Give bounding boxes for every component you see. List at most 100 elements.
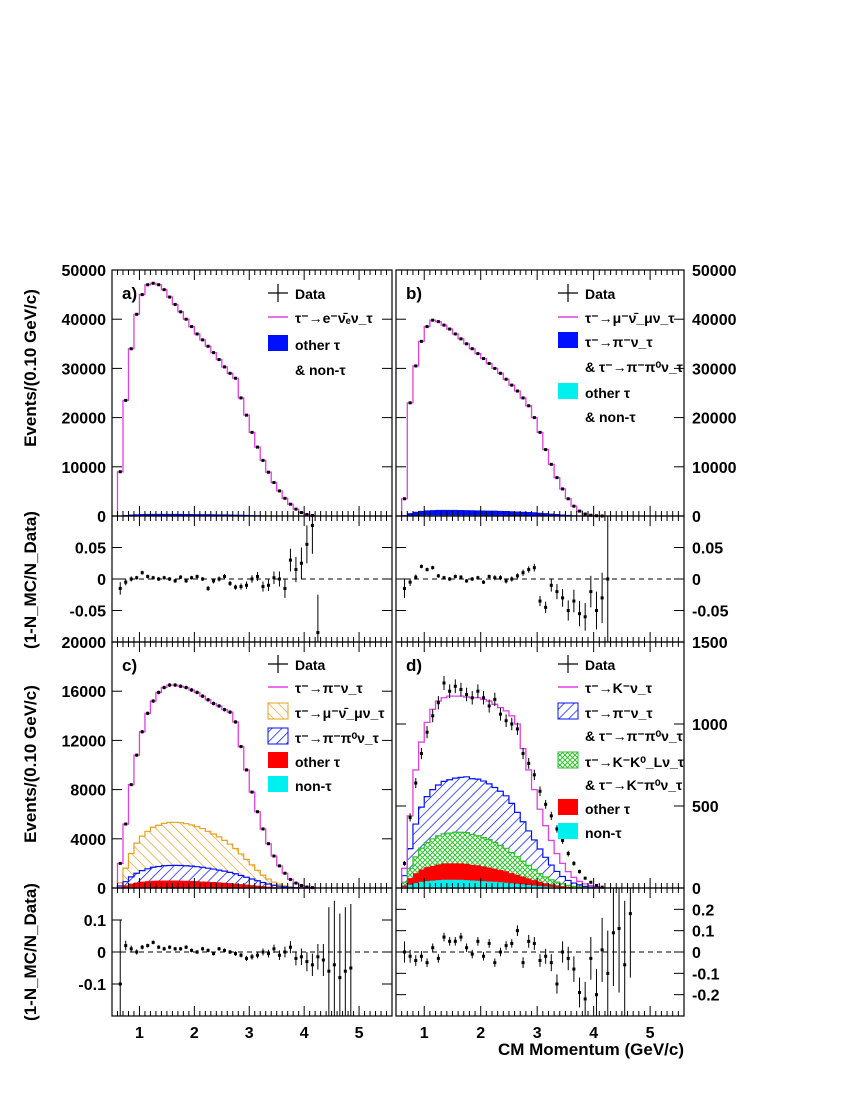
ratio-b-point — [606, 516, 609, 642]
ratio-a-point — [229, 581, 232, 586]
panel-b-data-point — [471, 347, 474, 350]
svg-text:τ⁻→π⁻ν_τ: τ⁻→π⁻ν_τ — [585, 334, 653, 350]
panel-c-data-point — [119, 862, 122, 865]
ratio-d-point — [601, 918, 604, 982]
ratio-c-point — [135, 949, 138, 954]
ratio-d-point — [414, 955, 417, 966]
panel-d-data-point — [403, 861, 406, 866]
panel-d-data-point — [499, 708, 502, 721]
ratio-b-point — [567, 600, 570, 620]
panel-c-data-point — [245, 768, 248, 771]
ratio-c-point — [212, 952, 215, 956]
panel-a-data-point — [272, 481, 275, 484]
panel-b-data-point — [443, 324, 446, 327]
ratio-a-point — [316, 595, 319, 642]
ratio-b-point — [544, 602, 547, 613]
panel-a-data-point — [212, 351, 215, 354]
svg-text:τ⁻→π⁻π⁰ν_τ: τ⁻→π⁻π⁰ν_τ — [295, 730, 380, 746]
panel-c-data-point — [229, 710, 232, 714]
panel-b-ytick-label: 0 — [692, 509, 701, 526]
ratio-b-point — [527, 566, 530, 572]
panel-b-data-point — [459, 337, 462, 340]
ratio-a-point — [311, 516, 314, 554]
panel-a-data-point — [163, 288, 166, 291]
panel-b-data-point — [414, 364, 417, 367]
ratio-c-point — [251, 954, 254, 960]
svg-text:τ⁻→K⁻K⁰_Lν_τ: τ⁻→K⁻K⁰_Lν_τ — [585, 754, 685, 770]
panel-d-legend-kl: τ⁻→K⁻K⁰_Lν_τ — [558, 752, 685, 770]
panel-b-frame — [396, 270, 684, 516]
ratio-c-point — [234, 951, 237, 955]
ratio-a-point — [119, 582, 122, 595]
panel-a-data-point — [240, 396, 243, 399]
ratio-a-ytick-label: -0.05 — [70, 604, 107, 621]
panel-d-data-point — [454, 679, 457, 693]
ratio-d-point — [437, 954, 440, 963]
panel-b-data-point — [431, 319, 434, 322]
panel-d-data-point — [465, 688, 468, 702]
ratio-c-xtick-label: 2 — [190, 1025, 199, 1042]
ratio-d-point — [555, 974, 558, 993]
ratio-d-ytick-label: -0.1 — [692, 966, 720, 983]
ratio-d-xtick-label: 3 — [533, 1025, 542, 1042]
ratio-d-ytick-label: 0 — [692, 945, 701, 962]
ratio-a-point — [152, 576, 155, 580]
ratio-a-point — [207, 586, 210, 591]
ratio-b-point — [522, 570, 525, 576]
ratio-b-point — [448, 577, 451, 581]
ratio-d-point — [618, 888, 621, 993]
ratio-d-point — [420, 951, 423, 962]
ratio-b-point — [437, 574, 440, 578]
svg-text:τ⁻→μ⁻ν̄_μν_τ: τ⁻→μ⁻ν̄_μν_τ — [585, 310, 675, 326]
panel-c-data-point — [207, 698, 210, 702]
panel-b-data-point — [448, 328, 451, 331]
panel-d-data-point — [539, 786, 542, 796]
panel-a-ytick-label: 20000 — [62, 411, 107, 428]
ratio-a-point — [157, 577, 160, 581]
ratio-b-point — [499, 575, 502, 580]
ratio-b-point — [409, 578, 412, 586]
panel-a-data-point — [245, 414, 248, 417]
svg-text:Data: Data — [585, 286, 616, 302]
ratio-d-xtick-label: 2 — [476, 1025, 485, 1042]
ratio-c-point — [168, 945, 171, 949]
panel-a-data-point — [229, 372, 232, 375]
panel-a-data-point — [218, 358, 221, 361]
panel-c-data-point — [278, 864, 281, 867]
panel-c-label: c) — [122, 656, 137, 675]
panel-a-legend-other: other τ — [268, 335, 341, 353]
ratio-b-point — [561, 589, 564, 607]
ratio-b-point — [572, 590, 575, 613]
ratio-c-point — [256, 952, 259, 958]
panel-c-data-point — [130, 783, 133, 786]
panel-a-data-point — [185, 318, 188, 321]
panel-d-legend-other: other τ — [558, 799, 631, 817]
panel-d-data-point — [533, 770, 536, 780]
ratio-b-point — [589, 576, 592, 608]
ratio-d-point — [482, 952, 485, 961]
panel-a-data-point — [119, 470, 122, 473]
ratio-c-point — [322, 944, 325, 976]
ratio-c-point — [349, 904, 352, 1016]
panel-d-data-point — [414, 778, 417, 788]
panel-a-data-point — [130, 347, 133, 350]
ratio-axis-title-top: (1-N_MC/N_Data) — [21, 511, 40, 649]
ratio-c-point — [141, 945, 144, 949]
panel-b-data-point — [555, 476, 558, 479]
ratio-d-point — [459, 933, 462, 942]
ratio-a-point — [163, 576, 166, 580]
panel-b-ytick-label: 20000 — [692, 411, 737, 428]
ratio-c-point — [344, 907, 347, 1016]
panel-a-data-point — [168, 296, 171, 299]
panel-b-data-point — [567, 497, 570, 500]
ratio-d-point — [612, 888, 615, 986]
panel-d-legend-kl-cont: & τ⁻→K⁻π⁰ν_τ — [585, 777, 683, 793]
ratio-c-point — [207, 948, 210, 952]
svg-text:Data: Data — [295, 657, 326, 673]
panel-c-data-point — [174, 683, 177, 687]
panel-b-legend-data: Data — [558, 284, 616, 302]
panel-d-data-point — [476, 684, 479, 698]
panel-d-data-point — [510, 718, 513, 730]
panel-c-data-point — [240, 745, 243, 748]
